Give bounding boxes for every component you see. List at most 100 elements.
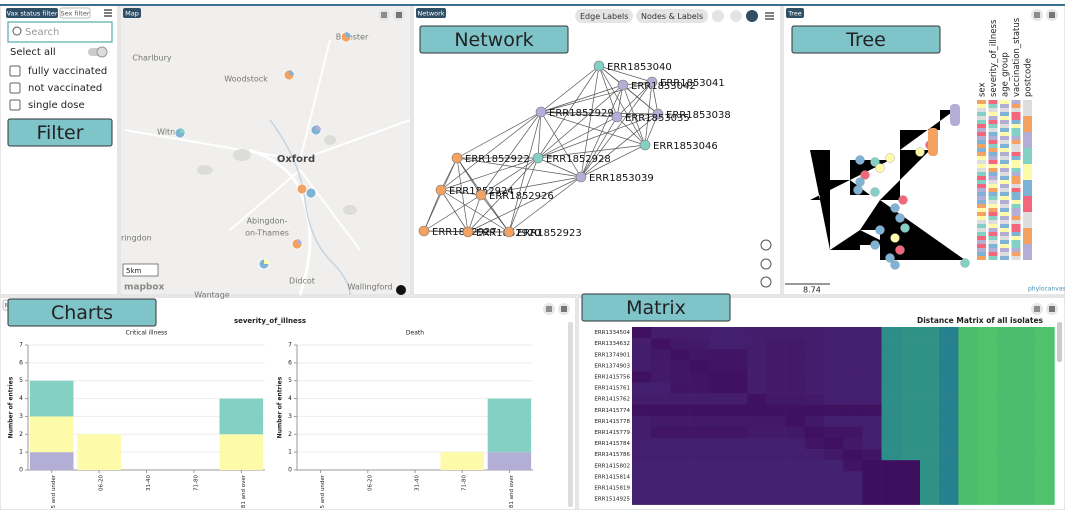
dropdown-label[interactable]: Nodes & Labels: [641, 12, 703, 21]
heatmap-cell[interactable]: [689, 460, 710, 472]
heatmap-cell[interactable]: [920, 371, 940, 383]
heatmap-cell[interactable]: [708, 382, 729, 394]
heatmap-cell[interactable]: [708, 438, 729, 450]
heatmap-cell[interactable]: [747, 415, 767, 428]
heatmap-cell[interactable]: [728, 371, 748, 383]
heatmap-cell[interactable]: [670, 482, 690, 494]
tab[interactable]: [786, 8, 804, 18]
heatmap-cell[interactable]: [785, 482, 806, 494]
heatmap-cell[interactable]: [728, 382, 748, 394]
heatmap-cell[interactable]: [939, 349, 959, 361]
heatmap-cell[interactable]: [1035, 415, 1055, 428]
option-label[interactable]: single dose: [28, 100, 85, 111]
tree-tip[interactable]: [960, 258, 970, 268]
heatmap-cell[interactable]: [900, 426, 921, 439]
heatmap-cell[interactable]: [862, 327, 882, 339]
heatmap-cell[interactable]: [747, 426, 767, 439]
heatmap-cell[interactable]: [1016, 471, 1036, 483]
heatmap-cell[interactable]: [632, 327, 652, 339]
heatmap-cell[interactable]: [1035, 338, 1055, 350]
heatmap-cell[interactable]: [958, 415, 978, 428]
heatmap-cell[interactable]: [920, 438, 940, 450]
heatmap-cell[interactable]: [862, 382, 882, 394]
heatmap-cell[interactable]: [1016, 382, 1036, 394]
heatmap-cell[interactable]: [785, 426, 806, 439]
heatmap-cell[interactable]: [843, 493, 863, 505]
heatmap-cell[interactable]: [843, 327, 863, 339]
option-label[interactable]: fully vaccinated: [28, 66, 107, 77]
dropdown[interactable]: [575, 9, 633, 23]
heatmap-cell[interactable]: [785, 338, 806, 350]
network-node[interactable]: [652, 108, 664, 120]
bar-segment[interactable]: [29, 416, 74, 453]
network-node[interactable]: [503, 226, 515, 238]
heatmap-cell[interactable]: [747, 471, 767, 483]
heatmap-cell[interactable]: [996, 349, 1017, 361]
heatmap-cell[interactable]: [1016, 404, 1036, 417]
heatmap-cell[interactable]: [708, 371, 729, 383]
heatmap-cell[interactable]: [900, 471, 921, 483]
heatmap-cell[interactable]: [881, 426, 902, 439]
heatmap-cell[interactable]: [1035, 471, 1055, 483]
bar-segment[interactable]: [29, 380, 74, 417]
heatmap-cell[interactable]: [881, 338, 902, 350]
tree-tip[interactable]: [915, 147, 925, 157]
heatmap-cell[interactable]: [632, 393, 652, 405]
heatmap-cell[interactable]: [804, 438, 825, 450]
network-node[interactable]: [593, 60, 605, 72]
dropdown[interactable]: [636, 9, 708, 23]
heatmap-cell[interactable]: [747, 349, 767, 361]
heatmap-cell[interactable]: [881, 493, 902, 505]
heatmap-cell[interactable]: [824, 371, 844, 383]
heatmap-cell[interactable]: [862, 438, 882, 450]
heatmap-cell[interactable]: [843, 482, 863, 494]
heatmap-cell[interactable]: [747, 493, 767, 505]
heatmap-cell[interactable]: [920, 415, 940, 428]
heatmap-cell[interactable]: [900, 482, 921, 494]
heatmap-cell[interactable]: [747, 371, 767, 383]
heatmap-cell[interactable]: [843, 393, 863, 405]
search-placeholder[interactable]: Search: [25, 27, 59, 38]
heatmap-cell[interactable]: [1016, 493, 1036, 505]
heatmap-cell[interactable]: [996, 393, 1017, 405]
heatmap-cell[interactable]: [689, 415, 710, 428]
tab-label[interactable]: Network: [417, 10, 444, 18]
heatmap-cell[interactable]: [632, 471, 652, 483]
heatmap-cell[interactable]: [632, 349, 652, 361]
zoom-control[interactable]: [760, 258, 772, 270]
heatmap-cell[interactable]: [728, 349, 748, 361]
heatmap-cell[interactable]: [728, 393, 748, 405]
heatmap-cell[interactable]: [939, 438, 959, 450]
heatmap-cell[interactable]: [1016, 371, 1036, 383]
network-node[interactable]: [475, 189, 487, 201]
heatmap-cell[interactable]: [881, 382, 902, 394]
heatmap-cell[interactable]: [708, 415, 729, 428]
heatmap-cell[interactable]: [708, 338, 729, 350]
heatmap-cell[interactable]: [996, 471, 1017, 483]
heatmap-cell[interactable]: [1035, 382, 1055, 394]
network-node[interactable]: [462, 226, 474, 238]
heatmap-cell[interactable]: [843, 449, 863, 461]
heatmap-cell[interactable]: [920, 449, 940, 461]
heatmap-cell[interactable]: [1035, 371, 1055, 383]
heatmap-cell[interactable]: [900, 438, 921, 450]
heatmap-cell[interactable]: [804, 449, 825, 461]
heatmap-cell[interactable]: [766, 327, 786, 339]
heatmap-cell[interactable]: [958, 482, 978, 494]
heatmap-cell[interactable]: [977, 371, 998, 383]
heatmap-cell[interactable]: [824, 360, 844, 372]
heatmap-cell[interactable]: [632, 404, 652, 417]
heatmap-cell[interactable]: [958, 371, 978, 383]
heatmap-cell[interactable]: [1016, 360, 1036, 372]
heatmap-cell[interactable]: [824, 349, 844, 361]
heatmap-cell[interactable]: [708, 360, 729, 372]
heatmap-cell[interactable]: [632, 426, 652, 439]
tab[interactable]: [59, 7, 91, 19]
heatmap-cell[interactable]: [824, 471, 844, 483]
heatmap-cell[interactable]: [689, 449, 710, 461]
heatmap-cell[interactable]: [785, 382, 806, 394]
heatmap-cell[interactable]: [958, 438, 978, 450]
heatmap-cell[interactable]: [881, 327, 902, 339]
tree-tip[interactable]: [900, 223, 910, 233]
heatmap-cell[interactable]: [651, 371, 671, 383]
